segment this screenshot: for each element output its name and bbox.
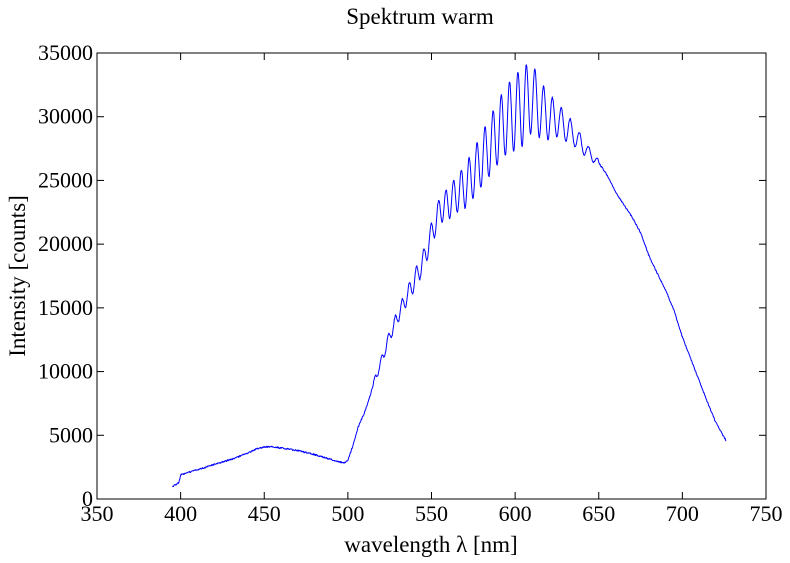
plot-frame [96, 52, 767, 500]
y-tick-label: 5000 [49, 422, 93, 447]
x-tick-label: 750 [750, 501, 783, 526]
x-tick-label: 350 [81, 501, 114, 526]
x-tick-label: 500 [331, 501, 364, 526]
x-tick-label: 400 [164, 501, 197, 526]
y-tick-label: 0 [82, 486, 93, 511]
x-axis: 350 400 450 500 550 600 650 700 750 [81, 53, 783, 526]
x-axis-label: wavelength λ [nm] [344, 532, 517, 557]
y-tick-label: 10000 [38, 359, 93, 384]
x-tick-label: 600 [499, 501, 532, 526]
y-tick-label: 20000 [38, 231, 93, 256]
y-tick-label: 15000 [38, 295, 93, 320]
spectrum-series-line [172, 64, 727, 488]
plot-area [96, 52, 767, 500]
x-tick-label: 550 [415, 501, 448, 526]
x-tick-label: 650 [582, 501, 615, 526]
y-axis: 0 5000 10000 15000 20000 25000 30000 35000 [38, 40, 766, 511]
series-group [172, 64, 727, 488]
y-tick-label: 30000 [38, 104, 93, 129]
y-axis-label: Intensity [counts] [5, 195, 30, 357]
x-tick-label: 700 [666, 501, 699, 526]
x-tick-label: 450 [248, 501, 281, 526]
y-tick-label: 35000 [38, 40, 93, 65]
chart-title: Spektrum warm [346, 4, 494, 29]
y-tick-label: 25000 [38, 167, 93, 192]
